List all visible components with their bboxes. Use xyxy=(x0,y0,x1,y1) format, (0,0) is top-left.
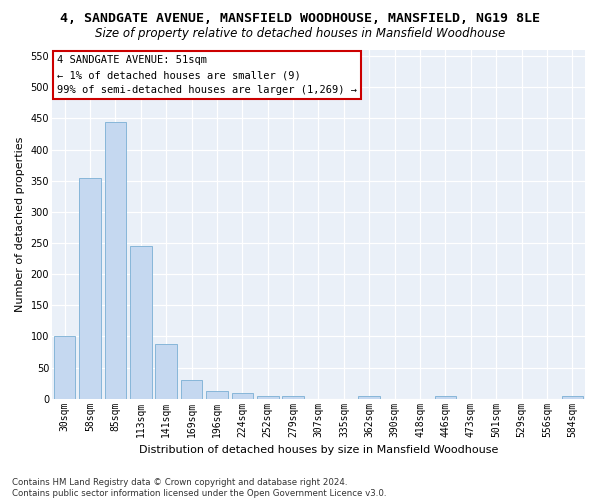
Bar xyxy=(358,396,380,398)
Bar xyxy=(79,178,101,398)
Bar xyxy=(54,336,76,398)
Bar xyxy=(181,380,202,398)
Text: 4, SANDGATE AVENUE, MANSFIELD WOODHOUSE, MANSFIELD, NG19 8LE: 4, SANDGATE AVENUE, MANSFIELD WOODHOUSE,… xyxy=(60,12,540,26)
Bar xyxy=(434,396,456,398)
Bar xyxy=(232,393,253,398)
Bar xyxy=(283,396,304,398)
X-axis label: Distribution of detached houses by size in Mansfield Woodhouse: Distribution of detached houses by size … xyxy=(139,445,498,455)
Bar xyxy=(104,122,126,398)
Text: 4 SANDGATE AVENUE: 51sqm
← 1% of detached houses are smaller (9)
99% of semi-det: 4 SANDGATE AVENUE: 51sqm ← 1% of detache… xyxy=(57,55,357,95)
Y-axis label: Number of detached properties: Number of detached properties xyxy=(15,136,25,312)
Bar xyxy=(562,396,583,398)
Bar xyxy=(155,344,177,399)
Bar xyxy=(257,396,278,398)
Bar xyxy=(130,246,152,398)
Bar xyxy=(206,390,228,398)
Text: Contains HM Land Registry data © Crown copyright and database right 2024.
Contai: Contains HM Land Registry data © Crown c… xyxy=(12,478,386,498)
Text: Size of property relative to detached houses in Mansfield Woodhouse: Size of property relative to detached ho… xyxy=(95,28,505,40)
